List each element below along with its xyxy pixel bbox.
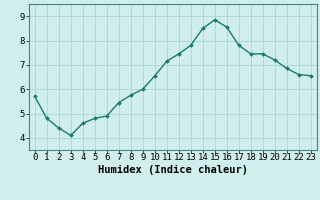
X-axis label: Humidex (Indice chaleur): Humidex (Indice chaleur) xyxy=(98,165,248,175)
